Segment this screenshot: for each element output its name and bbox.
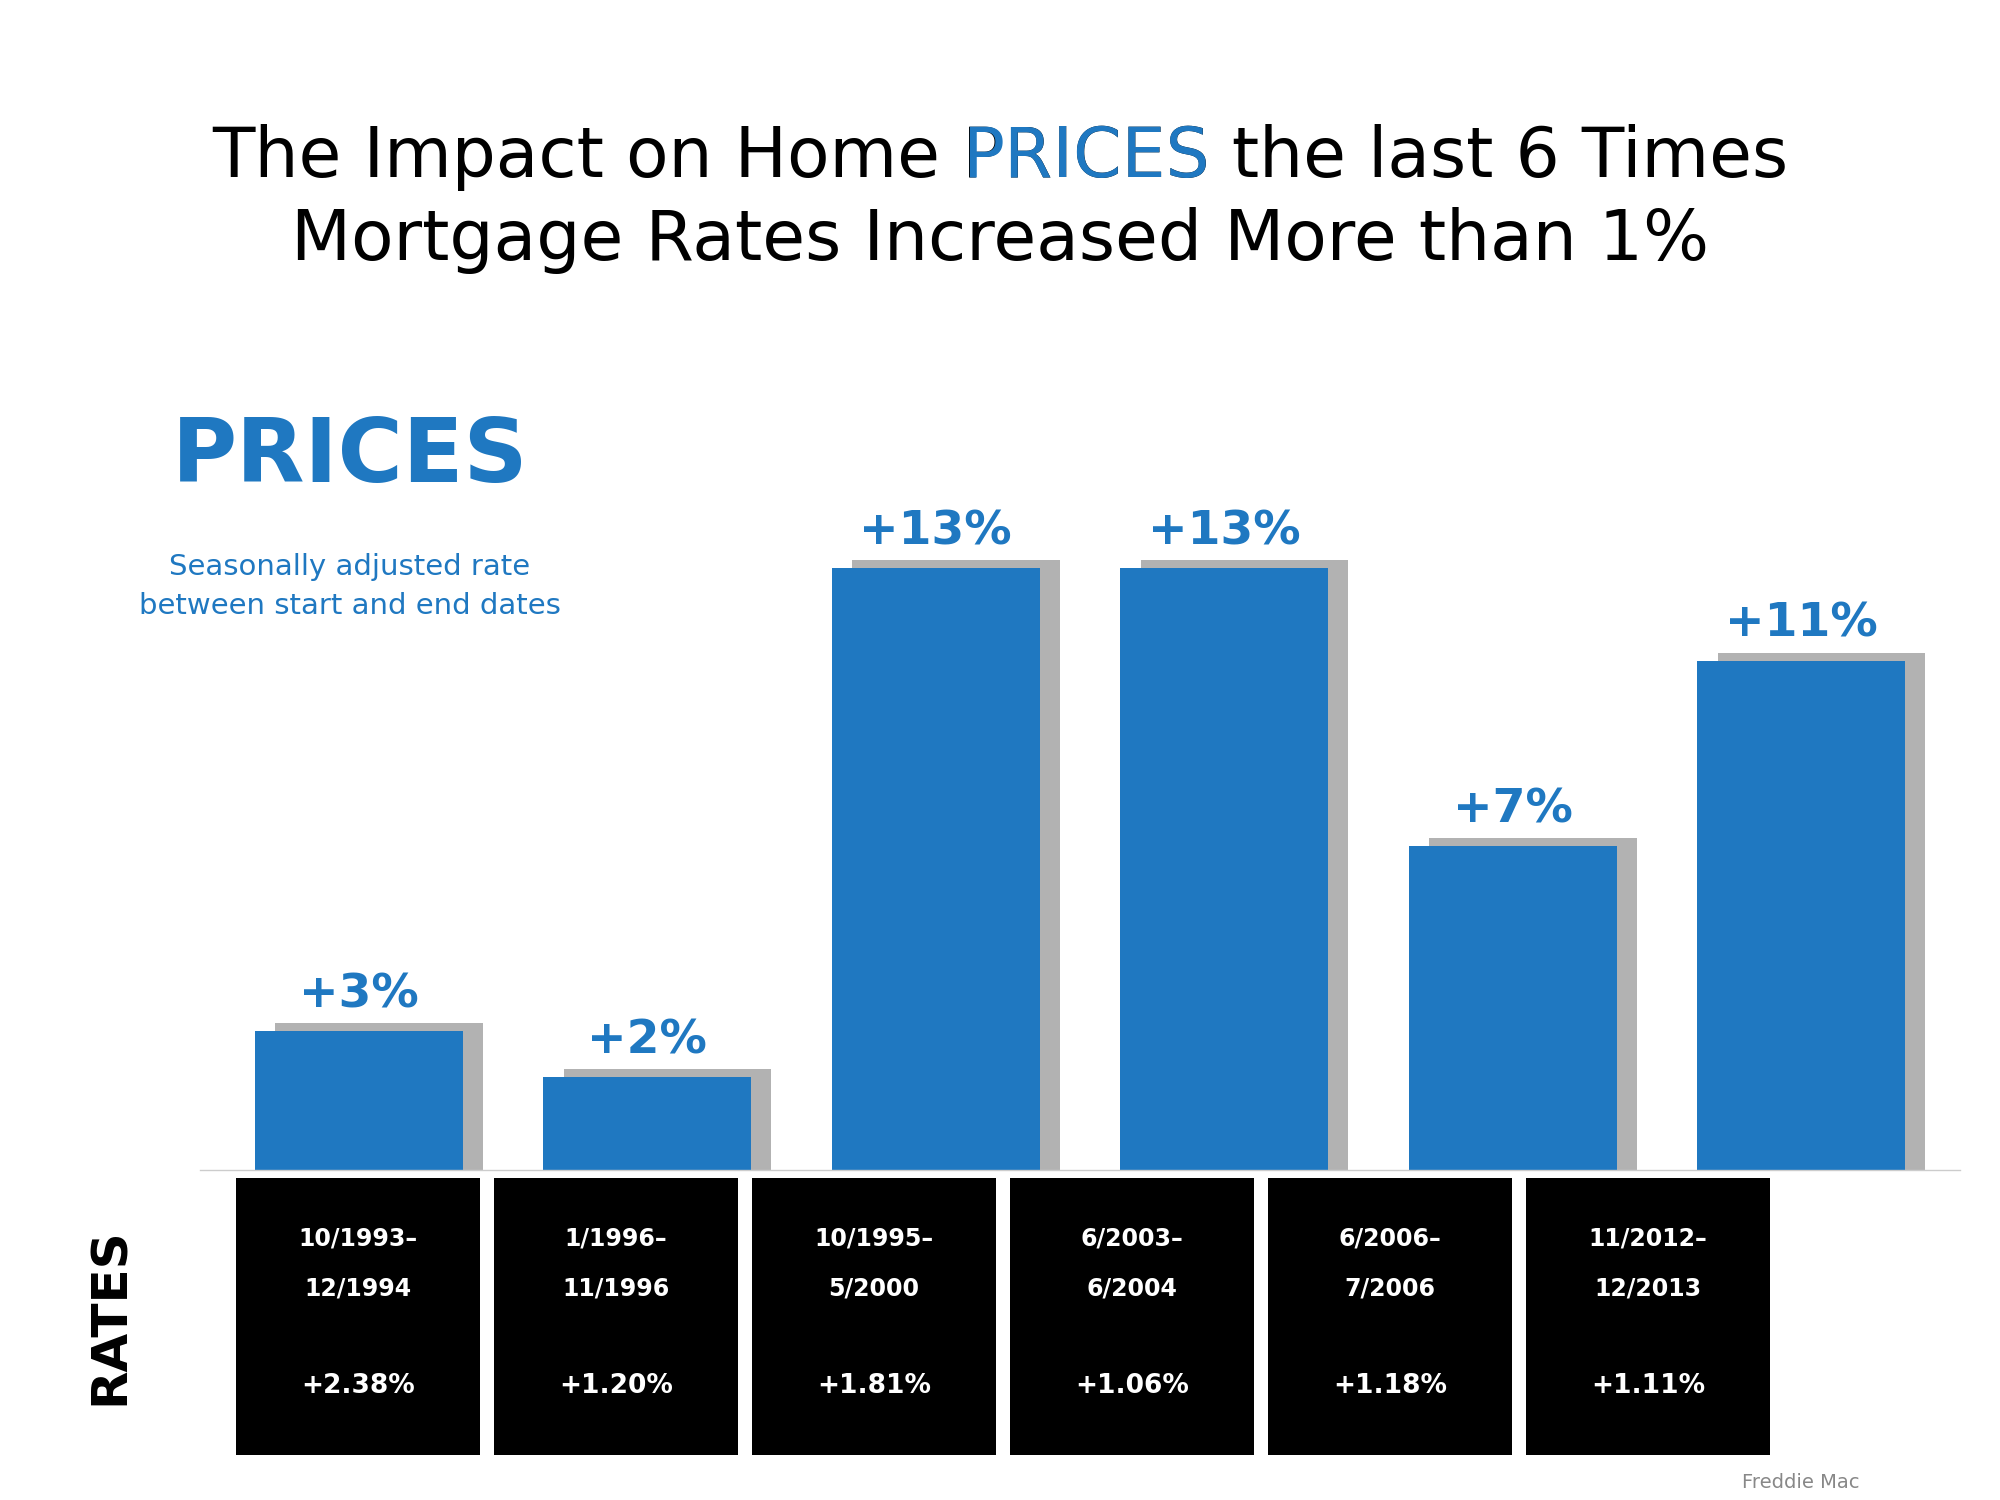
Text: PRICES: PRICES [962,124,1210,190]
Text: RATES: RATES [86,1227,134,1406]
Text: The Impact on Home PRICES the last 6 Times: The Impact on Home PRICES the last 6 Tim… [212,124,1788,190]
Text: +2%: +2% [588,1019,708,1064]
Text: 10/1993–: 10/1993– [298,1227,418,1251]
Text: +2.38%: +2.38% [302,1372,414,1398]
Text: Freddie Mac: Freddie Mac [1742,1473,1860,1492]
Text: 5/2000: 5/2000 [828,1276,920,1300]
Text: 11/1996: 11/1996 [562,1276,670,1300]
Text: +11%: +11% [1724,602,1878,646]
Bar [564,1070,772,1170]
Text: 1/1996–: 1/1996– [564,1227,668,1251]
Text: +13%: +13% [1148,510,1300,555]
Text: +1.20%: +1.20% [560,1372,672,1398]
Text: +1.06%: +1.06% [1076,1372,1188,1398]
Text: The Impact on Home: The Impact on Home [0,717,750,783]
Text: +1.11%: +1.11% [1590,1372,1706,1398]
Text: 12/1994: 12/1994 [304,1276,412,1300]
Text: 11/2012–: 11/2012– [1588,1227,1708,1251]
Bar [832,568,1040,1170]
Text: +1.18%: +1.18% [1334,1372,1448,1398]
Text: 7/2006: 7/2006 [1344,1276,1436,1300]
Bar [1698,662,1906,1170]
Text: +13%: +13% [860,510,1012,555]
Text: between start and end dates: between start and end dates [140,592,560,619]
Bar [1140,560,1348,1170]
Text: Seasonally adjusted rate: Seasonally adjusted rate [170,554,530,580]
Text: 6/2004: 6/2004 [1086,1276,1178,1300]
Bar [1408,846,1616,1170]
Text: 10/1995–: 10/1995– [814,1227,934,1251]
Bar [852,560,1060,1170]
Text: 6/2006–: 6/2006– [1338,1227,1442,1251]
Bar [276,1023,482,1170]
Text: PRICES: PRICES [0,717,248,783]
Text: +1.81%: +1.81% [818,1372,932,1398]
Text: 12/2013: 12/2013 [1594,1276,1702,1300]
Bar [544,1077,752,1170]
Bar [1718,652,1926,1170]
Text: +3%: +3% [298,972,418,1017]
Text: +7%: +7% [1452,788,1572,832]
Text: PRICES: PRICES [172,414,528,501]
Bar [254,1030,462,1170]
Text: 6/2003–: 6/2003– [1080,1227,1184,1251]
Text: Mortgage Rates Increased More than 1%: Mortgage Rates Increased More than 1% [290,207,1710,273]
Bar [1430,837,1636,1170]
Bar [1120,568,1328,1170]
